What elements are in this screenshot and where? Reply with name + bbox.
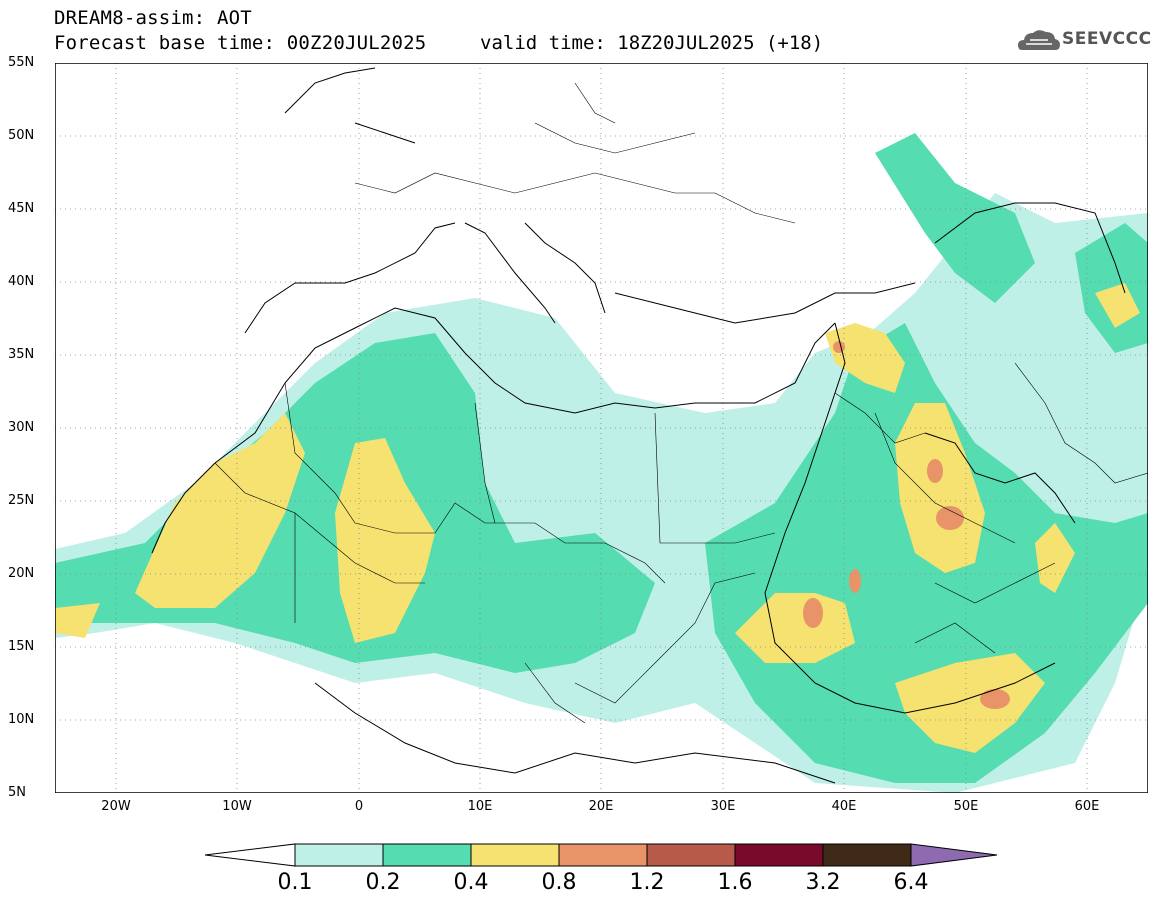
- aot-0.4-layer: [55, 283, 1140, 753]
- lon-label-50e: 50E: [953, 799, 979, 814]
- lat-label-45n: 45N: [8, 201, 35, 216]
- coastlines: [151, 67, 1126, 784]
- lon-label-10e: 10E: [467, 799, 493, 814]
- colorbar-swatch: [294, 843, 384, 867]
- graticule: [55, 63, 1148, 793]
- colorbar-label-3.2: 3.2: [805, 870, 841, 895]
- forecast-base-time: Forecast base time: 00Z20JUL2025: [54, 32, 427, 54]
- colorbar-label-6.4: 6.4: [893, 870, 929, 895]
- lon-label-60e: 60E: [1074, 799, 1100, 814]
- colorbar-label-0.1: 0.1: [277, 870, 313, 895]
- colorbar: [205, 843, 998, 867]
- lat-label-25n: 25N: [8, 493, 35, 508]
- colorbar-swatch: [382, 843, 472, 867]
- colorbar-swatch: [558, 843, 648, 867]
- logo-text: SEEVCCC: [1062, 29, 1152, 49]
- lat-label-20n: 20N: [8, 566, 35, 581]
- colorbar-label-0.4: 0.4: [453, 870, 489, 895]
- lat-label-35n: 35N: [8, 347, 35, 362]
- colorbar-low-arrow: [205, 843, 296, 867]
- aot-map: [55, 63, 1148, 793]
- map-title: DREAM8-assim: AOT: [54, 7, 252, 29]
- lon-label-20w: 20W: [101, 799, 131, 814]
- borders: [214, 82, 1148, 724]
- lat-label-55n: 55N: [8, 55, 35, 70]
- lat-label-10n: 10N: [8, 712, 35, 727]
- lon-label-40e: 40E: [831, 799, 857, 814]
- lat-label-40n: 40N: [8, 274, 35, 289]
- aot-0.8-layer: [803, 341, 1010, 709]
- lat-label-50n: 50N: [8, 128, 35, 143]
- valid-time: valid time: 18Z20JUL2025 (+18): [480, 32, 824, 54]
- lon-label-30e: 30E: [710, 799, 736, 814]
- cloud-logo-icon: [1018, 30, 1060, 50]
- colorbar-swatch: [646, 843, 736, 867]
- colorbar-label-1.2: 1.2: [629, 870, 665, 895]
- colorbar-label-0.2: 0.2: [365, 870, 401, 895]
- colorbar-label-0.8: 0.8: [541, 870, 577, 895]
- lat-label-30n: 30N: [8, 420, 35, 435]
- colorbar-label-1.6: 1.6: [717, 870, 753, 895]
- lon-label-20e: 20E: [588, 799, 614, 814]
- lat-label-5n: 5N: [8, 785, 26, 800]
- colorbar-high-arrow: [910, 843, 998, 867]
- colorbar-swatch: [822, 843, 912, 867]
- lat-label-15n: 15N: [8, 639, 35, 654]
- lon-label-0: 0: [354, 799, 364, 814]
- lon-label-10w: 10W: [222, 799, 252, 814]
- colorbar-swatch: [470, 843, 560, 867]
- colorbar-swatch: [734, 843, 824, 867]
